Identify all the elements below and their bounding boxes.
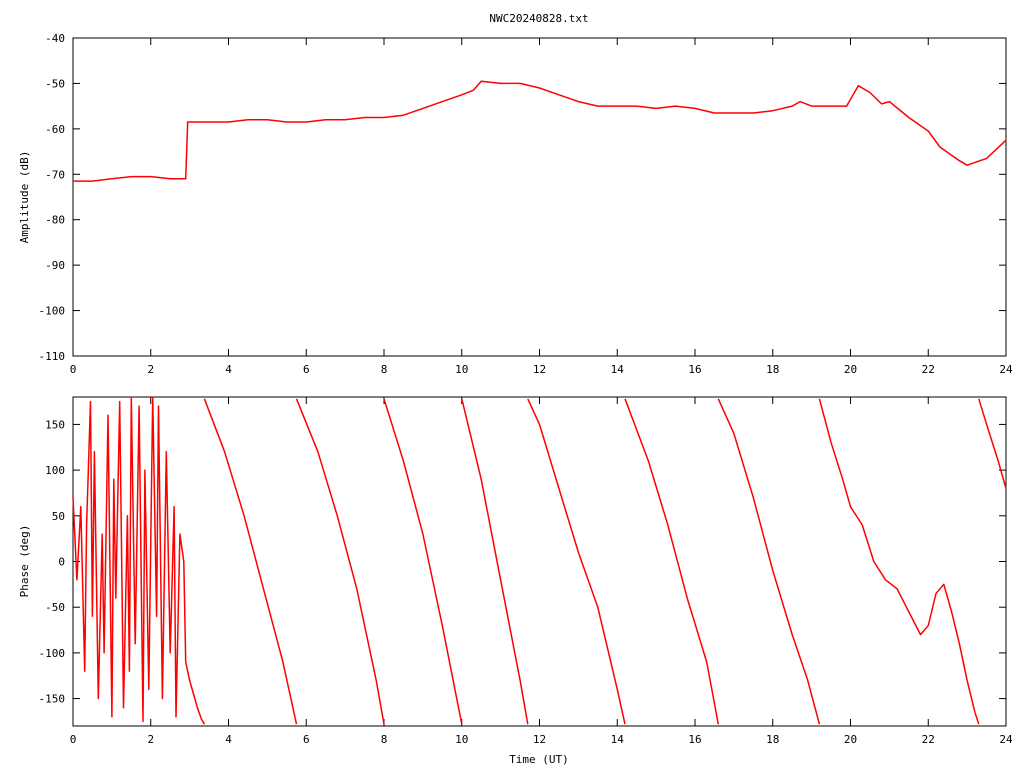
amplitude-y-tick-label: -80 [45,214,65,227]
phase-series-line-5 [527,398,626,725]
phase-series-line-6 [624,398,720,725]
phase-x-tick-label: 2 [147,733,154,746]
amplitude-x-tick-label: 24 [999,363,1013,376]
phase-x-tick-label: 22 [922,733,935,746]
phase-y-tick-label: -100 [39,647,66,660]
amplitude-x-tick-label: 16 [688,363,701,376]
phase-y-tick-label: 100 [45,464,65,477]
amplitude-series-line-0 [73,80,1007,182]
phase-series-line-2 [295,398,385,725]
amplitude-series [73,80,1007,182]
amplitude-y-tick-label: -100 [39,305,66,318]
amplitude-x-tick-label: 8 [381,363,388,376]
phase-y-tick-label: -150 [39,693,66,706]
phase-ticks: 0 2 4 6 8 10 12 14 16 18 20 22 24150100500-50-100-15… [39,397,1013,746]
phase-y-tick-label: 150 [45,418,65,431]
phase-panel: 0 2 4 6 8 10 12 14 16 18 20 22 24150100500-50-100-15… [18,396,1013,746]
phase-series-line-9 [978,398,1007,489]
amplitude-y-tick-label: -110 [39,350,66,363]
amplitude-x-tick-label: 10 [455,363,468,376]
amplitude-x-tick-label: 2 [147,363,154,376]
phase-y-tick-label: 0 [58,556,65,569]
amplitude-y-tick-label: -60 [45,123,65,136]
amplitude-x-tick-label: 14 [611,363,625,376]
phase-series-line-7 [717,398,821,725]
phase-x-tick-label: 14 [611,733,625,746]
phase-x-tick-label: 12 [533,733,546,746]
phase-x-tick-label: 20 [844,733,857,746]
time-x-axis-label: Time (UT) [509,753,569,766]
phase-y-axis-label: Phase (deg) [18,525,31,598]
phase-series-line-4 [461,398,529,725]
amplitude-x-tick-label: 18 [766,363,779,376]
amplitude-x-tick-label: 6 [303,363,310,376]
phase-x-tick-label: 16 [688,733,701,746]
amplitude-x-tick-label: 20 [844,363,857,376]
phase-x-tick-label: 8 [381,733,388,746]
amplitude-y-tick-label: -90 [45,259,65,272]
amplitude-x-tick-label: 4 [225,363,232,376]
phase-series-line-3 [383,398,463,725]
amplitude-x-tick-label: 22 [922,363,935,376]
amplitude-panel: 0 2 4 6 8 10 12 14 16 18 20 22 24-40-50-60-70-80-90-… [18,32,1013,376]
phase-y-tick-label: -50 [45,601,65,614]
phase-series [72,396,1007,725]
chart-title: NWC20240828.txt [489,12,588,25]
phase-x-tick-label: 24 [999,733,1013,746]
amplitude-x-tick-label: 12 [533,363,546,376]
phase-series-line-0 [72,396,206,725]
amplitude-y-tick-label: -70 [45,168,65,181]
phase-series-line-1 [203,398,298,725]
phase-series-line-8 [818,398,980,725]
phase-x-tick-label: 10 [455,733,468,746]
phase-x-tick-label: 4 [225,733,232,746]
amplitude-plot-frame [72,37,1007,357]
amplitude-y-axis-label: Amplitude (dB) [18,151,31,244]
phase-y-tick-label: 50 [52,510,65,523]
phase-x-tick-label: 6 [303,733,310,746]
amplitude-y-tick-label: -50 [45,77,65,90]
phase-x-tick-label: 18 [766,733,779,746]
amplitude-ticks: 0 2 4 6 8 10 12 14 16 18 20 22 24-40-50-60-70-80-90-… [39,32,1013,376]
amplitude-x-tick-label: 0 [70,363,77,376]
phase-x-tick-label: 0 [70,733,77,746]
phase-plot-frame [72,396,1007,727]
amplitude-y-tick-label: -40 [45,32,65,45]
